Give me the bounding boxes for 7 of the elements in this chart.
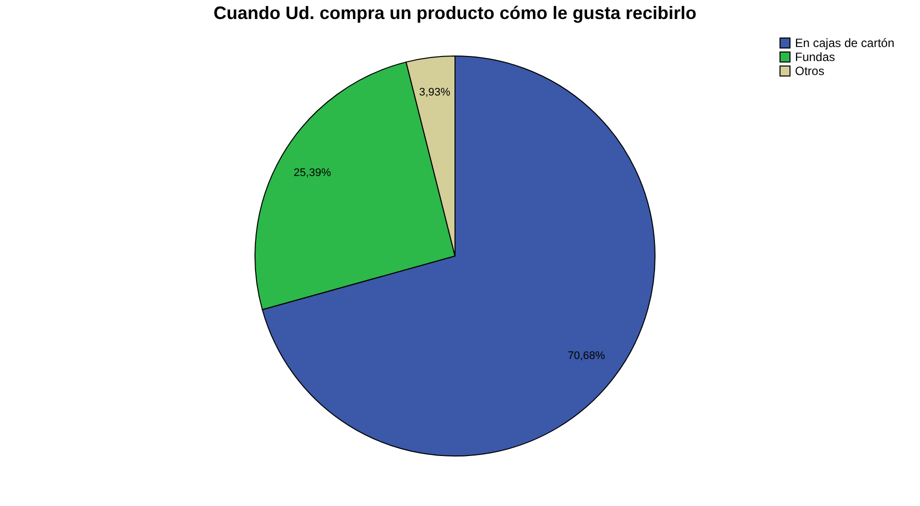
data-label: 3,93%	[419, 86, 450, 98]
legend-label: En cajas de cartón	[795, 36, 894, 50]
legend-label: Fundas	[795, 50, 836, 64]
legend-label: Otros	[795, 64, 824, 78]
data-label: 70,68%	[568, 350, 606, 362]
chart-title: Cuando Ud. compra un producto cómo le gusta recibirlo	[213, 3, 697, 23]
data-label: 25,39%	[294, 167, 332, 180]
